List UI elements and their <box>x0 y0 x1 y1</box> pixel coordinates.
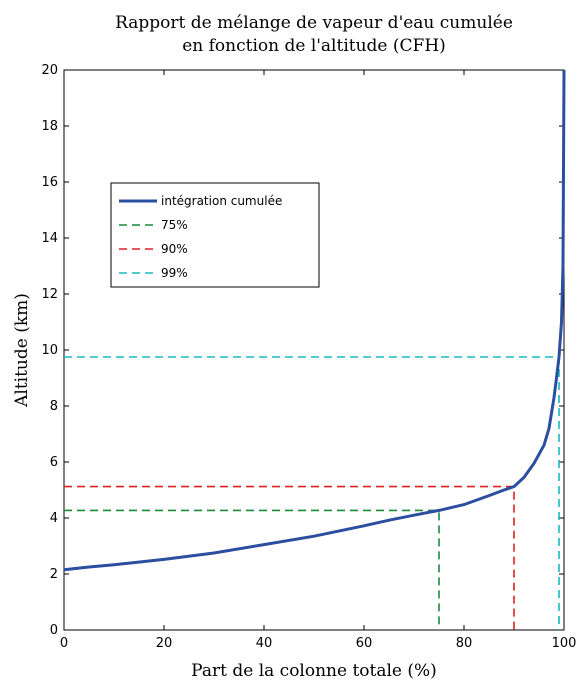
y-tick-label: 18 <box>41 119 58 134</box>
y-tick-label: 4 <box>50 511 58 526</box>
legend-entry: 75% <box>161 218 188 232</box>
y-tick-label: 8 <box>50 399 58 414</box>
series-line <box>63 69 566 572</box>
x-axis-label: Part de la colonne totale (%) <box>191 661 437 681</box>
legend-entry: 90% <box>161 242 188 256</box>
series-line <box>64 356 560 630</box>
y-tick-label: 2 <box>50 567 58 582</box>
y-tick-label: 6 <box>50 455 58 470</box>
legend-entry: 99% <box>161 266 188 280</box>
y-tick-label: 0 <box>50 623 58 638</box>
x-tick-label: 0 <box>60 636 68 651</box>
y-tick-label: 14 <box>41 231 58 246</box>
plot-area: 0 20 40 60 80 100 0 2 4 6 8 10 12 14 16 18 20 <box>41 63 576 651</box>
chart-title-line-1: Rapport de mélange de vapeur d'eau cumul… <box>115 13 513 33</box>
plot-frame <box>63 69 565 631</box>
legend-entry: intégration cumulée <box>161 194 282 208</box>
x-tick-label: 60 <box>356 636 373 651</box>
series-line <box>64 509 440 630</box>
x-tick-label: 100 <box>552 636 577 651</box>
y-tick-label: 16 <box>41 175 58 190</box>
x-tick-label: 40 <box>256 636 273 651</box>
chart-title-line-2: en fonction de l'altitude (CFH) <box>182 36 446 56</box>
x-tick-label: 80 <box>456 636 473 651</box>
y-tick-label: 20 <box>41 63 58 78</box>
legend: intégration cumulée 75% 90% 99% <box>110 182 320 288</box>
y-tick-label: 12 <box>41 287 58 302</box>
y-tick-label: 10 <box>41 343 58 358</box>
y-axis-label: Altitude (km) <box>12 293 32 408</box>
x-tick-label: 20 <box>156 636 173 651</box>
